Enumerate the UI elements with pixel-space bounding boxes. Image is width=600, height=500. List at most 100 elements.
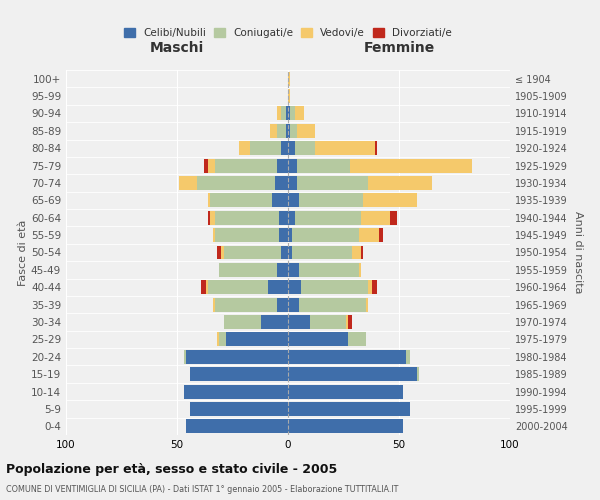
- Bar: [288, 263, 299, 277]
- Bar: [288, 194, 299, 207]
- Bar: [270, 124, 277, 138]
- Text: COMUNE DI VENTIMIGLIA DI SICILIA (PA) - Dati ISTAT 1° gennaio 2005 - Elaborazion: COMUNE DI VENTIMIGLIA DI SICILIA (PA) - …: [6, 485, 398, 494]
- Bar: [417, 367, 419, 381]
- Bar: [288, 124, 290, 138]
- Bar: [277, 106, 281, 120]
- Bar: [288, 350, 406, 364]
- Bar: [348, 315, 352, 329]
- Bar: [288, 211, 295, 224]
- Bar: [286, 106, 288, 120]
- Bar: [368, 176, 432, 190]
- Bar: [379, 228, 383, 242]
- Bar: [281, 106, 286, 120]
- Bar: [288, 106, 290, 120]
- Bar: [288, 367, 417, 381]
- Bar: [288, 158, 297, 172]
- Bar: [277, 263, 288, 277]
- Bar: [295, 142, 314, 155]
- Bar: [186, 350, 288, 364]
- Text: Popolazione per età, sesso e stato civile - 2005: Popolazione per età, sesso e stato civil…: [6, 462, 337, 475]
- Bar: [288, 176, 297, 190]
- Bar: [297, 176, 368, 190]
- Bar: [221, 246, 224, 260]
- Bar: [288, 298, 299, 312]
- Bar: [239, 142, 250, 155]
- Bar: [219, 263, 277, 277]
- Bar: [211, 211, 215, 224]
- Bar: [272, 194, 288, 207]
- Bar: [206, 280, 208, 294]
- Bar: [359, 228, 379, 242]
- Bar: [277, 298, 288, 312]
- Bar: [310, 315, 346, 329]
- Bar: [288, 89, 290, 103]
- Bar: [368, 280, 373, 294]
- Bar: [184, 350, 186, 364]
- Y-axis label: Anni di nascita: Anni di nascita: [573, 211, 583, 294]
- Bar: [286, 124, 288, 138]
- Bar: [279, 228, 288, 242]
- Bar: [217, 332, 219, 346]
- Bar: [288, 228, 292, 242]
- Bar: [288, 332, 348, 346]
- Bar: [215, 211, 279, 224]
- Bar: [190, 402, 288, 416]
- Bar: [277, 124, 286, 138]
- Bar: [215, 298, 277, 312]
- Bar: [215, 228, 279, 242]
- Y-axis label: Fasce di età: Fasce di età: [18, 220, 28, 286]
- Bar: [184, 384, 288, 398]
- Bar: [190, 367, 288, 381]
- Bar: [288, 280, 301, 294]
- Bar: [295, 106, 304, 120]
- Bar: [366, 298, 368, 312]
- Bar: [292, 246, 352, 260]
- Bar: [250, 142, 281, 155]
- Bar: [224, 315, 262, 329]
- Text: Femmine: Femmine: [364, 42, 434, 56]
- Bar: [288, 315, 310, 329]
- Bar: [297, 158, 350, 172]
- Bar: [374, 142, 377, 155]
- Bar: [281, 246, 288, 260]
- Bar: [215, 158, 277, 172]
- Bar: [406, 350, 410, 364]
- Bar: [203, 158, 208, 172]
- Bar: [262, 315, 288, 329]
- Bar: [290, 124, 297, 138]
- Bar: [288, 402, 410, 416]
- Bar: [373, 280, 377, 294]
- Bar: [208, 280, 268, 294]
- Bar: [361, 246, 364, 260]
- Bar: [277, 158, 288, 172]
- Bar: [217, 246, 221, 260]
- Bar: [186, 420, 288, 434]
- Bar: [292, 228, 359, 242]
- Bar: [295, 211, 361, 224]
- Bar: [364, 194, 417, 207]
- Bar: [297, 124, 314, 138]
- Bar: [219, 332, 226, 346]
- Bar: [208, 158, 215, 172]
- Bar: [281, 142, 288, 155]
- Bar: [212, 228, 215, 242]
- Bar: [288, 384, 403, 398]
- Bar: [208, 194, 211, 207]
- Bar: [301, 280, 368, 294]
- Bar: [299, 194, 364, 207]
- Bar: [275, 176, 288, 190]
- Bar: [224, 246, 281, 260]
- Bar: [288, 72, 290, 86]
- Bar: [208, 211, 211, 224]
- Bar: [226, 332, 288, 346]
- Bar: [210, 194, 272, 207]
- Bar: [346, 315, 348, 329]
- Bar: [350, 158, 472, 172]
- Bar: [268, 280, 288, 294]
- Bar: [290, 106, 295, 120]
- Bar: [314, 142, 374, 155]
- Bar: [202, 280, 206, 294]
- Bar: [288, 246, 292, 260]
- Bar: [288, 142, 295, 155]
- Bar: [197, 176, 275, 190]
